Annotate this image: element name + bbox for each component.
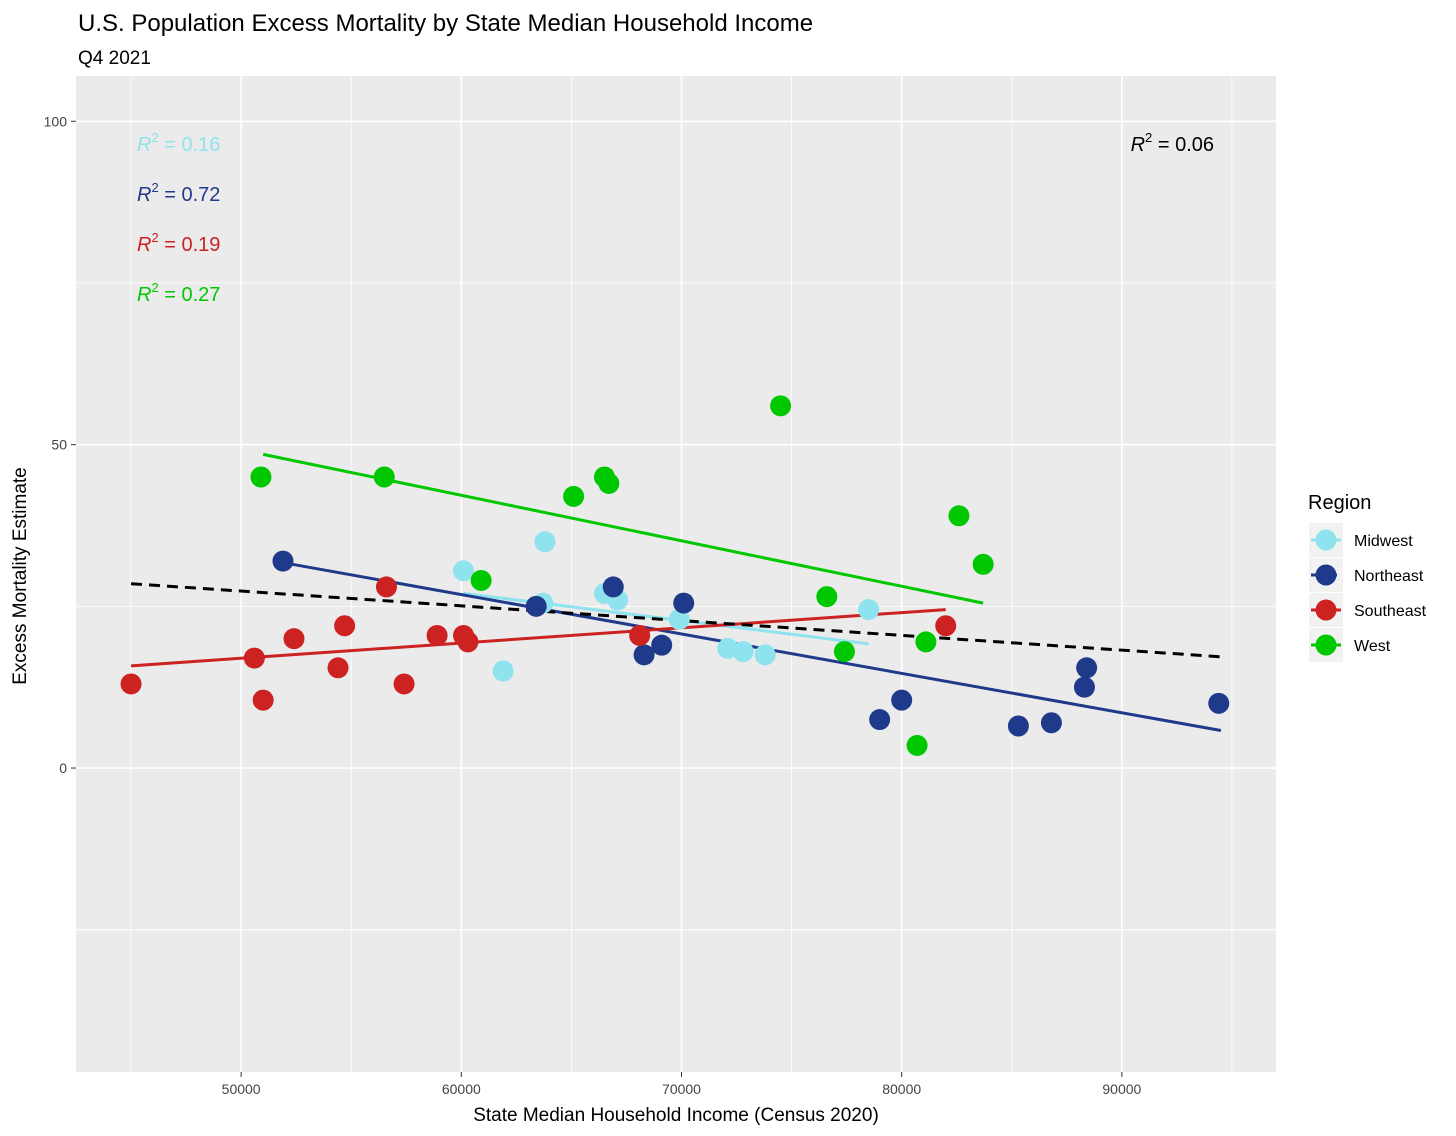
legend-label-west: West (1354, 638, 1391, 655)
point-west (770, 395, 792, 417)
point-southeast (283, 628, 305, 650)
point-west (833, 641, 855, 663)
legend-label-midwest: Midwest (1354, 533, 1413, 550)
r2-label-northeast: R2 = 0.72 (137, 180, 220, 206)
y-axis-title: Excess Mortality Estimate (10, 467, 31, 685)
point-southeast (243, 647, 265, 669)
x-tick-label: 90000 (1102, 1081, 1141, 1097)
trend-line-southeast (130, 608, 946, 668)
x-tick-label: 80000 (882, 1081, 921, 1097)
point-northeast (1040, 712, 1062, 734)
major-gridlines (76, 76, 1276, 1072)
point-southeast (327, 657, 349, 679)
point-southeast (252, 689, 274, 711)
point-northeast (1208, 692, 1230, 714)
point-northeast (272, 550, 294, 572)
point-west (373, 466, 395, 488)
legend-key-point (1315, 599, 1337, 621)
r2-label-midwest: R2 = 0.16 (137, 130, 220, 156)
legend-key-point (1315, 634, 1337, 656)
point-west (563, 485, 585, 507)
point-west (250, 466, 272, 488)
point-northeast (651, 634, 673, 656)
point-northeast (891, 689, 913, 711)
point-northeast (1073, 676, 1095, 698)
point-northeast (869, 709, 891, 731)
chart-subtitle: Q4 2021 (78, 48, 151, 69)
point-southeast (334, 615, 356, 637)
point-midwest (732, 641, 754, 663)
point-west (598, 472, 620, 494)
minor-gridlines (76, 76, 1276, 1072)
plot-panel (76, 76, 1276, 1072)
point-west (948, 505, 970, 527)
point-midwest (453, 560, 475, 582)
r2-label-southeast: R2 = 0.19 (137, 230, 220, 256)
point-southeast (457, 631, 479, 653)
r2-annotations: R2 = 0.16 R2 = 0.72 R2 = 0.19 R2 = 0.27 R2 =… (137, 130, 1214, 306)
legend-title: Region (1308, 492, 1371, 514)
x-tick-label: 50000 (222, 1081, 261, 1097)
point-northeast (1076, 657, 1098, 679)
point-midwest (534, 531, 556, 553)
x-axis-title: State Median Household Income (Census 20… (473, 1105, 879, 1126)
x-axis-ticks: 50000 60000 70000 80000 90000 (222, 1072, 1142, 1097)
r2-label-west: R2 = 0.27 (137, 280, 220, 306)
y-axis-ticks: 0 50 100 (44, 113, 76, 776)
point-west (816, 586, 838, 608)
point-west (906, 734, 928, 756)
point-midwest (668, 608, 690, 630)
y-tick-label: 100 (44, 113, 68, 129)
point-west (972, 553, 994, 575)
chart-title: U.S. Population Excess Mortality by Stat… (78, 10, 813, 37)
point-southeast (393, 673, 415, 695)
legend-label-northeast: Northeast (1354, 568, 1424, 585)
point-northeast (673, 592, 695, 614)
point-northeast (1007, 715, 1029, 737)
point-midwest (754, 644, 776, 666)
y-tick-label: 0 (59, 760, 67, 776)
r2-label-overall: R2 = 0.06 (1131, 130, 1214, 156)
point-southeast (375, 576, 397, 598)
point-southeast (426, 624, 448, 646)
legend-key-point (1315, 529, 1337, 551)
x-tick-label: 60000 (442, 1081, 481, 1097)
x-tick-label: 70000 (662, 1081, 701, 1097)
point-midwest (858, 599, 880, 621)
legend-label-southeast: Southeast (1354, 603, 1427, 620)
point-midwest (492, 660, 514, 682)
point-northeast (602, 576, 624, 598)
point-southeast (120, 673, 142, 695)
point-northeast (525, 595, 547, 617)
point-southeast (935, 615, 957, 637)
legend-key-point (1315, 564, 1337, 586)
legend: Region Midwest Northeast Southeast West (1308, 492, 1427, 662)
point-west (470, 569, 492, 591)
point-southeast (629, 624, 651, 646)
y-tick-label: 50 (51, 437, 67, 453)
point-northeast (633, 644, 655, 666)
point-west (915, 631, 937, 653)
data-points (120, 395, 1230, 756)
